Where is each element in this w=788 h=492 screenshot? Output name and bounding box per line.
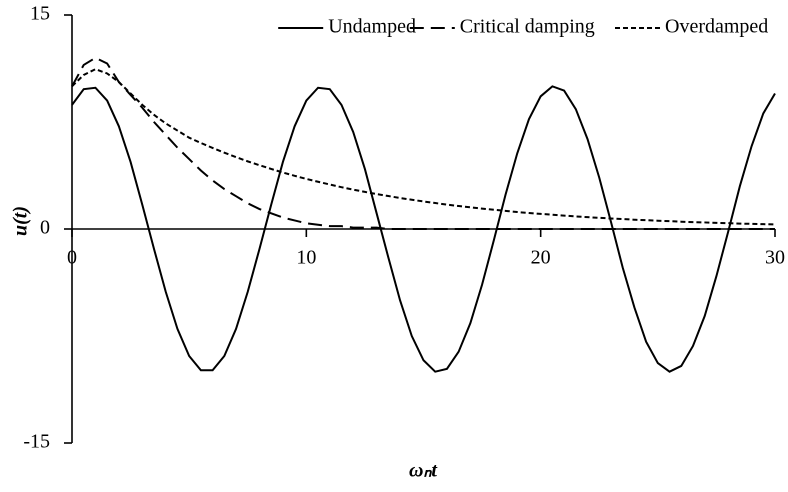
series-line <box>71 56 775 230</box>
y-tick-label: -15 <box>23 431 50 453</box>
x-tick-label: 10 <box>296 247 316 269</box>
x-tick-label: 20 <box>531 247 551 269</box>
legend-label: Undamped <box>328 16 416 38</box>
x-tick-label: 30 <box>765 247 785 269</box>
y-tick-label: 0 <box>40 217 50 239</box>
y-axis-label: u(t) <box>10 206 32 236</box>
legend-label: Overdamped <box>665 16 768 38</box>
legend-label: Critical damping <box>460 16 595 38</box>
x-axis-label: ωₙt <box>409 460 438 482</box>
x-tick-label: 0 <box>67 247 77 269</box>
series-line <box>71 85 776 373</box>
y-tick-label: 15 <box>30 3 50 25</box>
series-line <box>71 68 776 226</box>
